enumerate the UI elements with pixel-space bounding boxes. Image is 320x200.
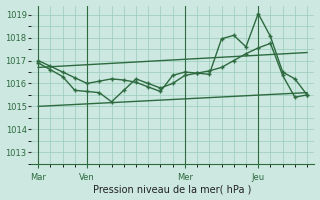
X-axis label: Pression niveau de la mer( hPa ): Pression niveau de la mer( hPa ) [93, 184, 252, 194]
